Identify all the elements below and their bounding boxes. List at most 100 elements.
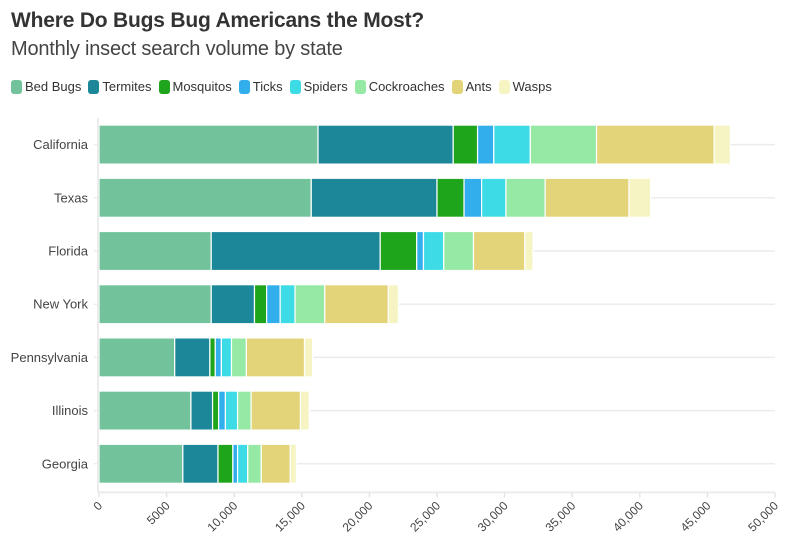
x-tick-label: 0 [90, 498, 105, 513]
legend-label: Ants [465, 79, 492, 94]
x-tick-label: 45,000 [678, 498, 714, 534]
legend-swatch-spiders [289, 79, 301, 94]
x-tick-label: 20,000 [340, 498, 376, 534]
chart-subtitle: Monthly insect search volume by state [11, 38, 343, 60]
legend-item-mosquitos[interactable]: Mosquitos [158, 79, 232, 94]
legend-item-cockroaches[interactable]: Cockroaches [354, 79, 445, 94]
bar-texas-termites[interactable] [310, 177, 438, 218]
bar-pennsylvania-ants[interactable] [245, 337, 306, 378]
bar-new-york-termites[interactable] [210, 284, 256, 325]
x-tick-label: 30,000 [475, 498, 511, 534]
bar-georgia-ticks[interactable] [232, 443, 239, 484]
bar-texas-mosquitos[interactable] [436, 177, 465, 218]
bar-georgia-wasps[interactable] [289, 443, 297, 484]
legend-swatch-bed-bugs [11, 79, 22, 94]
bar-new-york-ants[interactable] [324, 284, 389, 325]
bar-texas-bed-bugs[interactable] [98, 177, 312, 218]
bar-florida-bed-bugs[interactable] [98, 230, 212, 272]
legend-item-ants[interactable]: Ants [451, 79, 492, 94]
legend-item-wasps[interactable]: Wasps [498, 79, 552, 94]
bar-florida-termites[interactable] [210, 230, 381, 272]
legend-item-spiders[interactable]: Spiders [289, 79, 348, 94]
category-label-florida: Florida [48, 244, 89, 259]
bar-illinois-cockroaches[interactable] [236, 390, 252, 431]
bar-new-york-mosquitos[interactable] [253, 284, 268, 325]
x-tick-label: 15,000 [272, 498, 308, 534]
legend-label: Wasps [512, 79, 552, 94]
category-label-new-york: New York [33, 297, 88, 312]
bar-georgia-mosquitos[interactable] [217, 443, 234, 484]
legend-item-termites[interactable]: Termites [88, 79, 152, 94]
legend-label: Cockroaches [368, 79, 445, 94]
legend-label: Ticks [252, 79, 283, 94]
bar-pennsylvania-cockroaches[interactable] [230, 337, 247, 378]
bar-california-spiders[interactable] [493, 124, 531, 165]
x-tick-label: 5000 [144, 498, 173, 527]
bar-florida-ticks[interactable] [416, 230, 425, 272]
legend-item-ticks[interactable]: Ticks [238, 79, 283, 94]
bar-illinois-mosquitos[interactable] [211, 390, 220, 431]
bar-georgia-ants[interactable] [260, 443, 291, 484]
bar-texas-ants[interactable] [544, 177, 630, 218]
x-tick-label: 25,000 [407, 498, 443, 534]
x-tick-label: 35,000 [542, 498, 578, 534]
legend-swatch-termites [88, 79, 100, 94]
bar-california-bed-bugs[interactable] [98, 124, 319, 165]
bar-florida-mosquitos[interactable] [379, 230, 418, 272]
bars [98, 124, 731, 484]
legend-swatch-wasps [498, 79, 510, 94]
bar-illinois-bed-bugs[interactable] [98, 390, 192, 431]
category-label-pennsylvania: Pennsylvania [11, 350, 89, 365]
bar-florida-wasps[interactable] [524, 230, 534, 272]
bar-illinois-ticks[interactable] [218, 390, 227, 431]
bar-california-mosquitos[interactable] [452, 124, 479, 165]
legend-label: Bed Bugs [25, 79, 82, 94]
legend-swatch-cockroaches [354, 79, 366, 94]
bar-new-york-bed-bugs[interactable] [98, 284, 212, 325]
bar-pennsylvania-wasps[interactable] [303, 337, 314, 378]
bar-texas-spiders[interactable] [481, 177, 507, 218]
bar-texas-cockroaches[interactable] [505, 177, 546, 218]
bar-illinois-termites[interactable] [190, 390, 214, 431]
bar-illinois-spiders[interactable] [224, 390, 239, 431]
bar-new-york-ticks[interactable] [266, 284, 281, 325]
bar-pennsylvania-bed-bugs[interactable] [98, 337, 176, 378]
category-label-georgia: Georgia [42, 456, 89, 471]
x-tick-label: 40,000 [610, 498, 646, 534]
chart-title: Where Do Bugs Bug Americans the Most? [11, 9, 425, 32]
bar-georgia-termites[interactable] [182, 443, 219, 484]
bar-california-cockroaches[interactable] [529, 124, 598, 165]
bar-florida-spiders[interactable] [422, 230, 445, 272]
bar-california-ticks[interactable] [476, 124, 495, 165]
bar-florida-cockroaches[interactable] [443, 230, 475, 272]
legend-label: Mosquitos [172, 79, 232, 94]
bar-georgia-cockroaches[interactable] [247, 443, 262, 484]
bar-pennsylvania-spiders[interactable] [220, 337, 233, 378]
bar-georgia-spiders[interactable] [236, 443, 249, 484]
bar-california-ants[interactable] [595, 124, 715, 165]
bar-new-york-cockroaches[interactable] [294, 284, 326, 325]
category-label-illinois: Illinois [52, 403, 89, 418]
legend-item-bed-bugs[interactable]: Bed Bugs [11, 79, 81, 94]
bar-texas-ticks[interactable] [463, 177, 483, 218]
bar-california-termites[interactable] [317, 124, 454, 165]
bar-pennsylvania-ticks[interactable] [214, 337, 222, 378]
bar-new-york-spiders[interactable] [279, 284, 296, 325]
x-tick-label: 50,000 [745, 498, 781, 534]
x-tick-label: 10,000 [204, 498, 240, 534]
bar-georgia-bed-bugs[interactable] [98, 443, 184, 484]
bar-california-wasps[interactable] [713, 124, 731, 165]
bar-illinois-wasps[interactable] [299, 390, 310, 431]
bar-new-york-wasps[interactable] [387, 284, 400, 325]
bar-pennsylvania-mosquitos[interactable] [209, 337, 216, 378]
bar-texas-wasps[interactable] [628, 177, 652, 218]
bar-pennsylvania-termites[interactable] [174, 337, 211, 378]
legend: Bed Bugs Termites Mosquitos Ticks Spiders Coc… [11, 79, 559, 94]
bar-florida-ants[interactable] [472, 230, 526, 272]
legend-swatch-mosquitos [158, 79, 170, 94]
legend-swatch-ants [451, 79, 463, 94]
bar-illinois-ants[interactable] [250, 390, 302, 431]
legend-label: Termites [102, 79, 152, 94]
category-label-texas: Texas [54, 190, 88, 205]
